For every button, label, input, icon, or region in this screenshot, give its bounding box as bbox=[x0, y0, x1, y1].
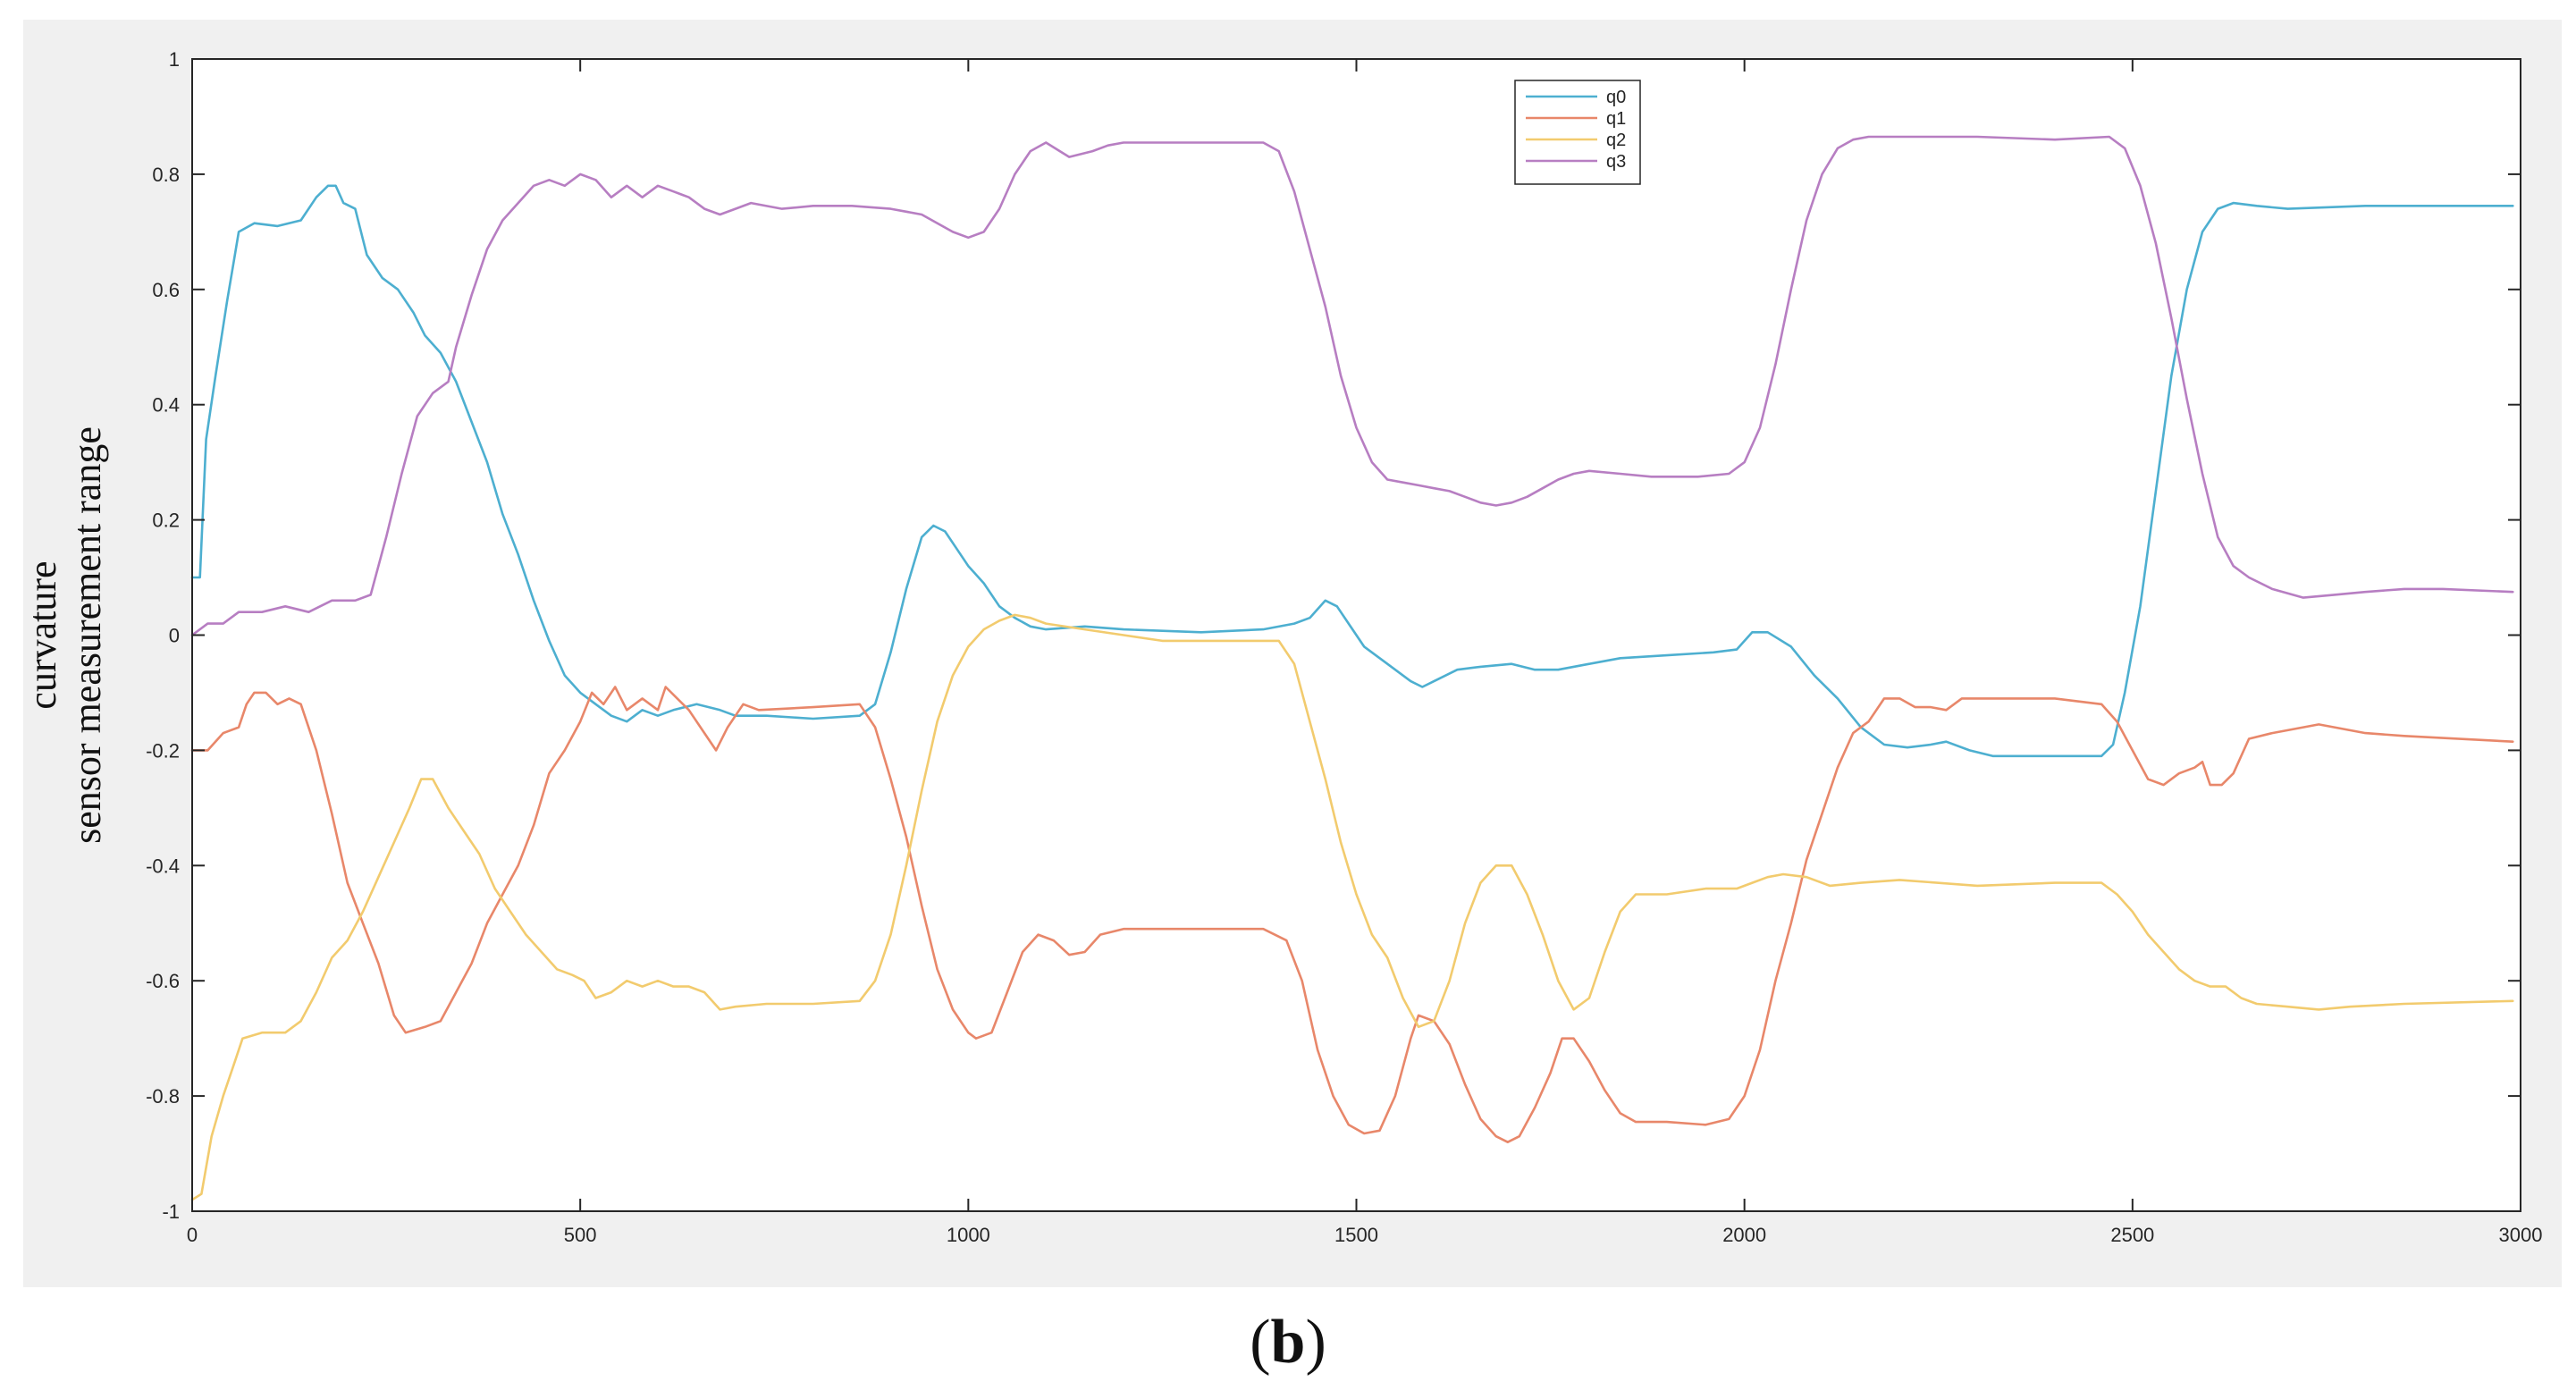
y-tick-label: -0.4 bbox=[146, 855, 180, 877]
series-line-q2 bbox=[190, 613, 2514, 1201]
y-axis-label-line: curvature bbox=[21, 560, 64, 709]
legend-label-q0: q0 bbox=[1606, 88, 1626, 107]
figure-caption: (b) bbox=[0, 1307, 2576, 1378]
series-line-q0 bbox=[190, 184, 2514, 758]
y-tick-label: -0.8 bbox=[146, 1085, 180, 1108]
legend-label-q3: q3 bbox=[1606, 152, 1626, 172]
y-tick-label: -1 bbox=[162, 1200, 180, 1223]
x-tick-label: 0 bbox=[187, 1224, 198, 1246]
y-tick-label: 0.8 bbox=[152, 164, 180, 186]
x-tick-label: 1000 bbox=[947, 1224, 990, 1246]
legend-box bbox=[1514, 80, 1641, 185]
series-line-q1 bbox=[190, 686, 2514, 1143]
series-layer bbox=[190, 135, 2514, 1201]
x-tick-label: 2000 bbox=[1722, 1224, 1766, 1246]
y-tick-label: 0.6 bbox=[152, 279, 180, 301]
legend-label-q1: q1 bbox=[1606, 109, 1626, 129]
y-axis-label-line: sensor measurement range bbox=[65, 426, 109, 844]
y-tick-label: 0.4 bbox=[152, 394, 180, 417]
x-tick-label: 2500 bbox=[2110, 1224, 2154, 1246]
x-tick-label: 500 bbox=[564, 1224, 597, 1246]
y-tick-label: 1 bbox=[169, 48, 180, 71]
x-tick-label: 1500 bbox=[1334, 1224, 1378, 1246]
x-tick-label: 3000 bbox=[2499, 1224, 2543, 1246]
caption-letter: b bbox=[1270, 1308, 1306, 1377]
y-tick-label: 0 bbox=[169, 625, 180, 647]
y-tick-label: -0.6 bbox=[146, 970, 180, 992]
caption-close-paren: ) bbox=[1305, 1308, 1326, 1377]
legend-label-q2: q2 bbox=[1606, 131, 1626, 150]
y-axis-label: curvature sensor measurement range bbox=[21, 426, 109, 844]
series-line-q3 bbox=[190, 135, 2514, 636]
y-tick-label: 0.2 bbox=[152, 510, 180, 532]
caption-open-paren: ( bbox=[1250, 1308, 1271, 1377]
y-tick-label: -0.2 bbox=[146, 739, 180, 762]
legend: q0 q1 q2 q3 bbox=[1514, 80, 1641, 185]
ticks-layer: 0 500 1000 1500 2000 2500 3000 -1 -0.8 -0.6 -0.4 -0… bbox=[146, 48, 2542, 1246]
